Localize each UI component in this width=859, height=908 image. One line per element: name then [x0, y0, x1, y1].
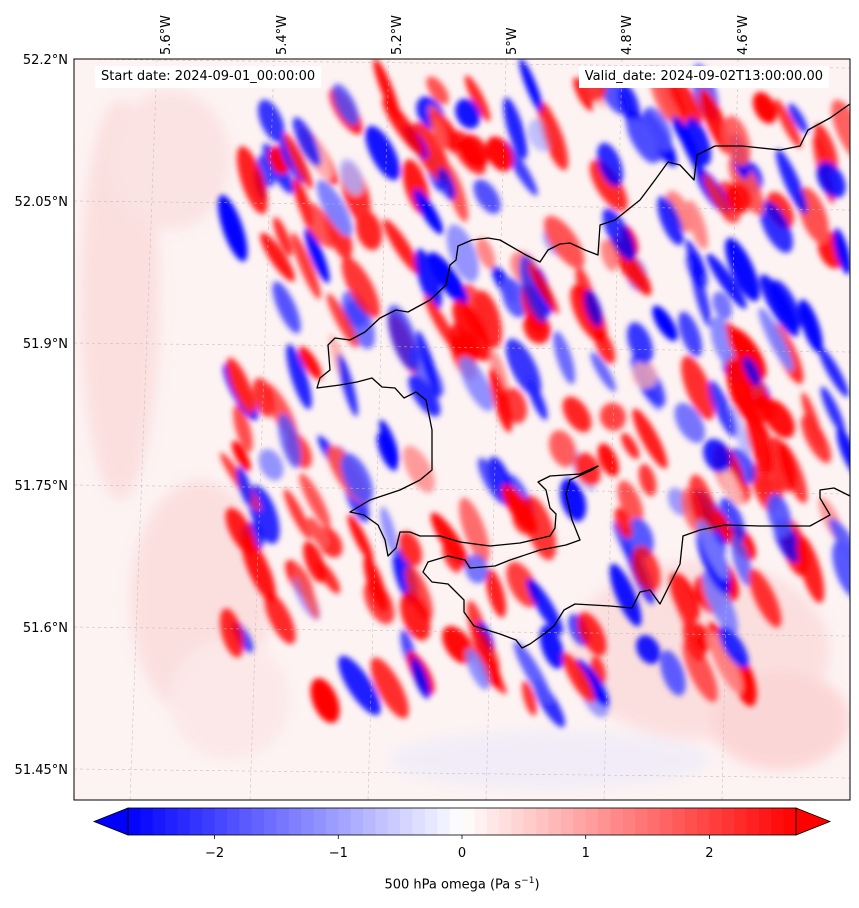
colorbar-band — [412, 808, 426, 835]
colorbar-band — [474, 808, 488, 835]
colorbar-band — [672, 808, 686, 835]
colorbar-band — [734, 808, 748, 835]
colorbar-band — [721, 808, 735, 835]
lat-tick-label: 52.05°N — [15, 195, 68, 210]
colorbar-label-close: ) — [534, 877, 540, 893]
coastline — [316, 103, 850, 649]
colorbar-band — [449, 808, 463, 835]
colorbar: −2 −1 0 1 2 — [92, 807, 832, 861]
colorbar-band — [598, 808, 612, 835]
colorbar-band — [251, 808, 265, 835]
colorbar-band — [189, 808, 203, 835]
colorbar-band — [622, 808, 636, 835]
colorbar-band — [375, 808, 389, 835]
colorbar-band — [424, 808, 438, 835]
colorbar-band — [325, 808, 339, 835]
colorbar-band — [350, 808, 364, 835]
lat-tick-label: 51.6°N — [23, 621, 68, 636]
lon-tick-label: 4.8°W — [620, 15, 635, 55]
start-date-label: Start date: 2024-09-01_00:00:00 — [95, 66, 322, 88]
colorbar-band — [610, 808, 624, 835]
colorbar-band — [573, 808, 587, 835]
colorbar-band — [140, 808, 154, 835]
colorbar-tick-label: 2 — [705, 846, 713, 861]
colorbar-tick-label: −1 — [329, 846, 348, 861]
colorbar-band — [214, 808, 228, 835]
colorbar-band — [684, 808, 698, 835]
colorbar-band — [152, 808, 166, 835]
colorbar-band — [647, 808, 661, 835]
colorbar-band — [783, 808, 797, 835]
longitude-axis: 5.6°W 5.4°W 5.2°W 5°W 4.8°W 4.6°W — [159, 15, 751, 55]
colorbar-tick-label: −2 — [205, 846, 224, 861]
colorbar-band — [536, 808, 550, 835]
lon-tick-label: 5.2°W — [390, 15, 405, 55]
colorbar-band — [165, 808, 179, 835]
valid-date-label: Valid_date: 2024-09-02T13:00:00.00 — [578, 66, 829, 88]
omega-field — [74, 59, 850, 800]
colorbar-label-unit-exponent: −1 — [521, 876, 535, 886]
map-frame — [73, 58, 851, 801]
colorbar-band — [288, 808, 302, 835]
colorbar-band — [387, 808, 401, 835]
colorbar-band — [239, 808, 253, 835]
colorbar-band — [758, 808, 772, 835]
colorbar-label: 500 hPa omega (Pa s−1) — [0, 876, 859, 892]
lat-tick-label: 51.75°N — [15, 479, 68, 494]
colorbar-band — [771, 808, 785, 835]
colorbar-extend-high — [795, 807, 832, 836]
colorbar-extend-low — [92, 807, 129, 836]
lat-tick-label: 51.45°N — [15, 763, 68, 778]
colorbar-band — [635, 808, 649, 835]
lon-tick-label: 4.6°W — [736, 15, 751, 55]
lon-tick-label: 5°W — [505, 27, 520, 55]
colorbar-band — [709, 808, 723, 835]
colorbar-band — [363, 808, 377, 835]
colorbar-band — [437, 808, 451, 835]
lat-tick-label: 52.2°N — [23, 53, 68, 68]
colorbar-band — [338, 808, 352, 835]
colorbar-band — [486, 808, 500, 835]
lon-tick-label: 5.6°W — [159, 15, 174, 55]
latitude-axis: 52.2°N 52.05°N 51.9°N 51.75°N 51.6°N 51.… — [15, 53, 68, 778]
colorbar-band — [313, 808, 327, 835]
colorbar-band — [400, 808, 414, 835]
colorbar-band — [548, 808, 562, 835]
colorbar-band — [511, 808, 525, 835]
colorbar-tick-label: 1 — [582, 846, 590, 861]
colorbar-band — [697, 808, 711, 835]
colorbar-band — [226, 808, 240, 835]
colorbar-band — [499, 808, 513, 835]
colorbar-band — [462, 808, 475, 835]
colorbar-label-text: 500 hPa omega (Pa s — [384, 877, 522, 893]
colorbar-band — [659, 808, 673, 835]
colorbar-band — [264, 808, 278, 835]
colorbar-band — [560, 808, 574, 835]
colorbar-tick-label: 0 — [458, 846, 466, 861]
colorbar-band — [128, 808, 141, 835]
colorbar-band — [585, 808, 599, 835]
colorbar-band — [301, 808, 315, 835]
colorbar-band — [746, 808, 760, 835]
colorbar-band — [276, 808, 290, 835]
colorbar-band — [202, 808, 216, 835]
lon-tick-label: 5.4°W — [275, 15, 290, 55]
lat-tick-label: 51.9°N — [23, 337, 68, 352]
colorbar-band — [177, 808, 191, 835]
colorbar-band — [523, 808, 537, 835]
